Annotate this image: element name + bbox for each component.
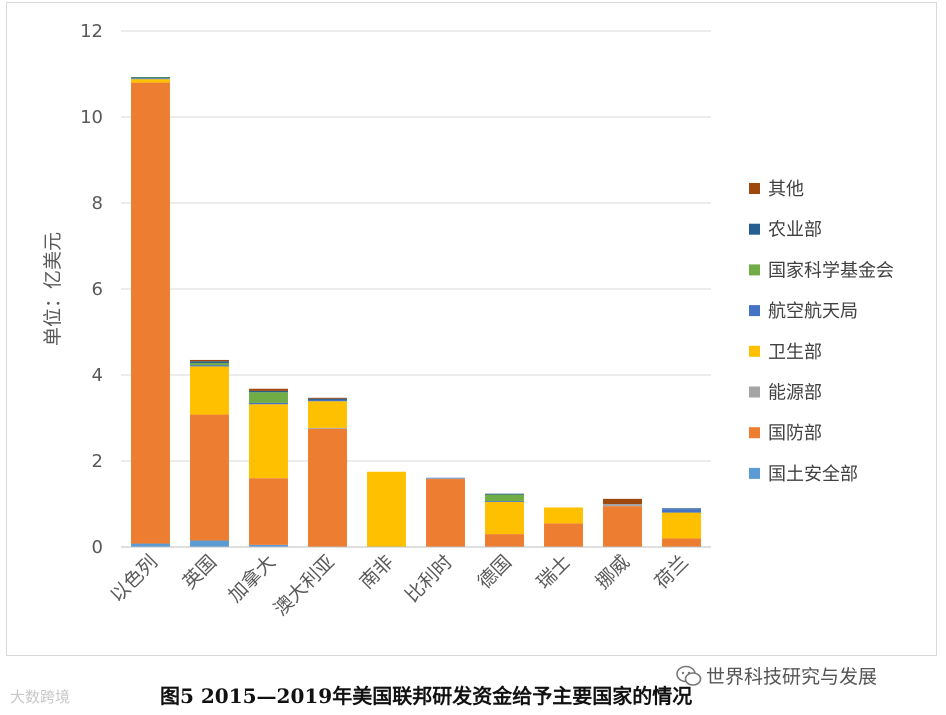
legend-swatch: [749, 345, 760, 357]
bar-segment: [249, 544, 288, 547]
y-tick-label: 8: [92, 193, 103, 214]
bar-segment: [662, 538, 701, 547]
bar-segment: [131, 79, 170, 83]
bar-segment: [249, 390, 288, 393]
watermark-left: 大数跨境: [10, 688, 71, 706]
legend-swatch: [749, 467, 760, 479]
bar-segment: [308, 401, 347, 428]
bar-segment: [603, 504, 642, 507]
legend-label: 能源部: [768, 383, 822, 404]
bar-segment: [544, 523, 583, 547]
bar-segment: [249, 478, 288, 545]
legend-label: 卫生部: [768, 342, 822, 363]
legend-swatch: [749, 183, 760, 194]
y-tick-label: 12: [80, 21, 103, 42]
y-axis-label: 单位：亿美元: [42, 232, 64, 346]
bar-segment: [249, 392, 288, 403]
y-tick-label: 0: [92, 537, 103, 558]
bar-segment: [308, 399, 347, 402]
bar-segment: [308, 427, 347, 429]
bar-segment: [131, 77, 170, 79]
y-tick-label: 10: [80, 107, 103, 128]
bar-segment: [603, 506, 642, 547]
bar-segment: [662, 508, 701, 510]
bar-segment: [190, 414, 229, 541]
bar-segment: [485, 534, 524, 547]
legend-swatch: [749, 427, 760, 439]
x-category-label: 南非: [356, 551, 398, 593]
bar-segment: [485, 500, 524, 502]
x-category-label: 荷兰: [651, 551, 693, 593]
bar-segment: [131, 77, 170, 78]
x-category-label: 瑞士: [533, 551, 575, 593]
legend-label: 航空航天局: [768, 301, 858, 322]
legend-label: 国家科学基金会: [768, 260, 894, 281]
bar-segment: [249, 388, 288, 391]
bar-segment: [662, 509, 701, 513]
bar-segment: [131, 82, 170, 544]
bar-segment: [249, 404, 288, 479]
bar-segment: [131, 543, 170, 547]
x-category-label: 以色列: [106, 551, 162, 607]
legend-swatch: [749, 223, 760, 235]
legend-label: 农业部: [768, 220, 822, 241]
bar-segment: [662, 512, 701, 539]
x-category-label: 澳大利亚: [270, 551, 339, 620]
bar-segment: [131, 78, 170, 80]
bar-segment: [308, 398, 347, 400]
watermark-right: 世界科技研究与发展: [676, 662, 877, 689]
watermark-right-text: 世界科技研究与发展: [706, 666, 878, 688]
legend-swatch: [749, 386, 760, 398]
legend-swatch: [749, 264, 760, 276]
bar-segment: [544, 507, 583, 524]
x-category-label: 英国: [179, 551, 221, 593]
figure-caption: 图5 2015—2019年美国联邦研发资金给予主要国家的情况: [160, 684, 693, 708]
bar-segment: [190, 365, 229, 367]
y-tick-label: 4: [92, 365, 103, 386]
bar-segment: [367, 471, 406, 547]
bar-segment: [603, 498, 642, 504]
bar-segment: [308, 428, 347, 547]
legend-label: 国土安全部: [768, 464, 858, 485]
bar-segment: [485, 494, 524, 501]
bar-segment: [485, 493, 524, 495]
bar-segment: [190, 540, 229, 547]
x-category-label: 挪威: [592, 551, 634, 593]
legend-label: 其他: [768, 179, 804, 200]
x-category-label: 德国: [474, 551, 516, 593]
bar-segment: [426, 477, 465, 479]
bar-segment: [190, 366, 229, 415]
bar-segment: [485, 501, 524, 535]
bar-segment: [190, 362, 229, 366]
wechat-icon: [676, 665, 702, 686]
bar-segment: [249, 402, 288, 405]
x-category-label: 加拿大: [223, 550, 280, 607]
bar-segment: [426, 478, 465, 480]
y-tick-label: 6: [92, 279, 103, 300]
x-category-label: 比利时: [401, 551, 457, 607]
chart-frame: 0 2 4 6 8 10 12 单位：亿美元以色列 英国 加拿大 澳大利亚 南非 比利时 德国 瑞士 挪威 荷兰…: [6, 2, 937, 656]
bar-segment: [190, 359, 229, 362]
y-tick-label: 2: [92, 451, 103, 472]
bar-segment: [426, 479, 465, 547]
legend-swatch: [749, 305, 760, 317]
bar-segment: [308, 397, 347, 399]
bar-segment: [190, 361, 229, 363]
legend-label: 国防部: [768, 423, 822, 444]
